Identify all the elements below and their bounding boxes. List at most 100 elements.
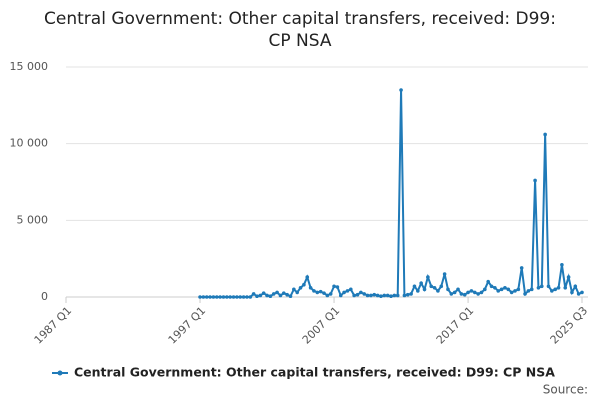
data-point — [452, 290, 457, 295]
data-point — [292, 287, 296, 292]
data-point — [560, 263, 564, 267]
data-point — [332, 284, 336, 289]
data-point — [258, 293, 263, 298]
data-point — [365, 293, 370, 298]
data-point — [419, 281, 423, 286]
data-point — [302, 282, 306, 287]
data-point — [449, 292, 454, 296]
source: Source: — [543, 383, 588, 397]
chart-title: CP NSA — [269, 31, 332, 51]
x-tick-label: 1997 Q1 — [166, 304, 209, 347]
data-point — [550, 289, 554, 293]
y-tick-label: 10 000 — [10, 137, 49, 150]
data-point — [208, 295, 212, 299]
data-point — [295, 290, 299, 295]
data-point — [432, 286, 437, 290]
data-point — [318, 289, 323, 294]
data-point — [426, 275, 430, 279]
data-point — [389, 294, 393, 299]
data-point — [576, 292, 581, 296]
data-point — [265, 293, 269, 298]
data-point — [355, 292, 360, 297]
data-point — [211, 295, 216, 299]
data-point — [218, 295, 222, 299]
data-point — [261, 291, 266, 295]
data-point — [533, 178, 537, 183]
data-point — [225, 295, 229, 299]
data-point — [372, 292, 377, 297]
data-point — [352, 293, 356, 298]
data-point — [509, 290, 514, 295]
data-point — [405, 292, 410, 297]
data-point — [385, 293, 390, 298]
x-tick-label: 2017 Q1 — [434, 304, 477, 347]
data-point — [251, 292, 256, 296]
x-tick-label: 2007 Q1 — [300, 304, 343, 347]
data-point — [359, 290, 363, 295]
data-point — [439, 284, 444, 289]
data-point — [214, 295, 219, 299]
data-point — [345, 289, 350, 293]
data-point — [456, 287, 460, 292]
data-point — [369, 293, 373, 298]
data-point — [462, 292, 467, 297]
data-point — [422, 287, 427, 292]
data-point — [379, 294, 383, 299]
data-point — [248, 295, 253, 299]
data-point — [281, 291, 286, 295]
data-point — [288, 294, 293, 299]
data-point — [519, 266, 524, 270]
x-tick-label: 2025 Q3 — [548, 304, 591, 347]
data-point — [298, 286, 303, 290]
data-point — [513, 289, 517, 293]
data-point — [325, 293, 330, 298]
data-point — [342, 290, 346, 295]
data-point — [322, 291, 326, 295]
data-point — [204, 295, 209, 299]
data-point — [442, 272, 447, 276]
data-point — [245, 295, 249, 299]
data-point — [228, 295, 232, 299]
data-point — [271, 292, 276, 296]
data-point — [278, 293, 283, 298]
data-point — [201, 295, 206, 299]
data-point — [221, 295, 226, 299]
data-point — [275, 290, 279, 295]
data-point — [496, 289, 501, 293]
data-point — [362, 292, 367, 296]
data-point — [436, 289, 440, 293]
data-point — [409, 292, 413, 296]
data-point — [315, 290, 320, 295]
data-point — [241, 295, 246, 299]
data-point — [268, 294, 273, 299]
legend-label: Central Government: Other capital transf… — [74, 365, 555, 380]
data-point — [486, 279, 490, 284]
x-tick-label: 1987 Q1 — [32, 304, 75, 347]
data-point — [566, 275, 571, 279]
y-tick-label: 15 000 — [10, 60, 49, 73]
data-point — [446, 287, 450, 292]
legend-marker — [57, 370, 63, 376]
data-point — [570, 290, 574, 295]
series-line — [200, 89, 583, 298]
data-point — [499, 287, 504, 292]
data-point — [529, 287, 534, 292]
data-point — [543, 132, 547, 137]
data-point — [580, 290, 584, 295]
data-point — [476, 292, 480, 296]
data-point — [523, 292, 527, 296]
data-point — [526, 289, 531, 293]
data-point — [235, 295, 239, 299]
data-point — [255, 294, 259, 299]
data-point — [375, 293, 380, 298]
data-point — [553, 287, 557, 292]
data-point — [231, 295, 236, 299]
data-point — [466, 290, 470, 295]
data-point — [472, 290, 477, 295]
data-point — [573, 284, 578, 289]
data-point — [546, 284, 551, 289]
data-point — [335, 285, 340, 289]
data-point — [459, 292, 464, 296]
data-point — [399, 88, 403, 92]
